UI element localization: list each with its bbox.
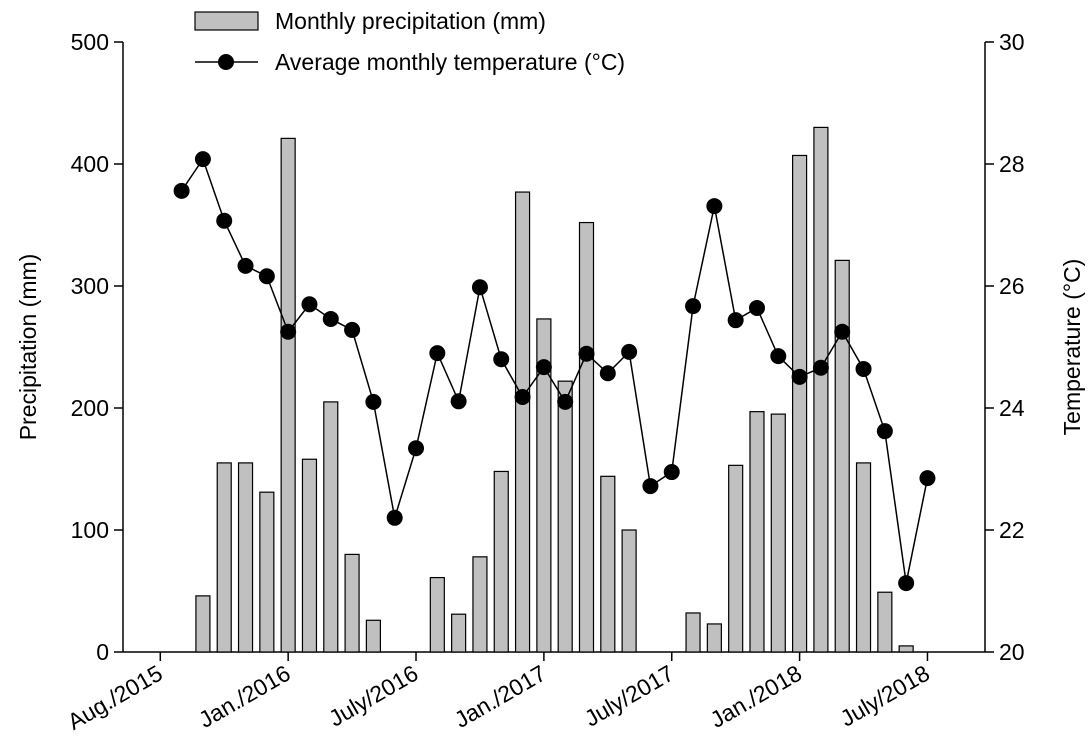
bar (834, 259, 850, 653)
bar (259, 491, 275, 653)
x-tick-label: July/2017 (580, 660, 678, 732)
marker (685, 298, 702, 315)
bar (472, 556, 488, 653)
y-axis-label: Precipitation (mm) (15, 254, 41, 441)
marker (621, 343, 638, 360)
x-tick-label: July/2016 (324, 660, 422, 732)
bar (557, 380, 573, 653)
y2-axis-label: Temperature (°C) (1059, 259, 1085, 436)
bar (600, 475, 616, 653)
marker (812, 359, 829, 376)
marker (514, 389, 531, 406)
marker (855, 360, 872, 377)
bar (344, 553, 360, 653)
legend-label: Monthly precipitation (mm) (275, 8, 546, 34)
marker (471, 279, 488, 296)
marker (429, 345, 446, 362)
bar (706, 623, 722, 653)
marker (770, 348, 787, 365)
marker (344, 321, 361, 338)
marker (194, 151, 211, 168)
marker (599, 365, 616, 382)
legend-label: Average monthly temperature (°C) (275, 49, 625, 75)
x-tick-label: Jan./2018 (706, 660, 806, 733)
bar (770, 413, 786, 653)
bar (493, 470, 509, 653)
bar (514, 191, 531, 653)
y2-tick-label: 24 (999, 395, 1025, 421)
x-tick-label: Aug./2015 (63, 660, 167, 735)
marker (365, 393, 382, 410)
bar (323, 401, 339, 653)
marker (280, 323, 297, 340)
bar (728, 464, 744, 653)
bar (365, 619, 381, 653)
bar (813, 126, 829, 653)
bar (898, 645, 914, 653)
marker (386, 509, 403, 526)
bar (429, 576, 445, 653)
y-tick-label: 200 (71, 395, 109, 421)
marker (258, 268, 275, 285)
marker (706, 198, 723, 215)
marker (408, 440, 425, 457)
y-tick-label: 300 (71, 273, 109, 299)
bar (195, 595, 211, 653)
bar (237, 462, 254, 653)
marker (919, 470, 936, 487)
marker (834, 323, 851, 340)
marker (727, 312, 744, 329)
marker (535, 359, 552, 376)
marker (173, 182, 190, 199)
bar (685, 612, 701, 653)
marker (748, 299, 765, 316)
y-tick-label: 400 (71, 151, 109, 177)
x-tick-label: Jan./2017 (450, 660, 550, 733)
marker (876, 423, 893, 440)
x-tick-label: Jan./2016 (194, 660, 294, 733)
marker (642, 478, 659, 495)
y2-tick-label: 22 (999, 517, 1025, 543)
bar (536, 318, 552, 653)
bar (451, 613, 467, 653)
y2-tick-label: 26 (999, 273, 1025, 299)
legend-swatch (218, 54, 234, 70)
bar (749, 411, 765, 653)
bar (216, 462, 232, 653)
bar (792, 154, 808, 653)
marker (578, 345, 595, 362)
y2-tick-label: 20 (999, 639, 1025, 665)
bar (280, 137, 296, 653)
marker (237, 257, 254, 274)
y-tick-label: 0 (96, 639, 109, 665)
bar (621, 529, 637, 653)
bar (877, 591, 893, 653)
marker (493, 351, 510, 368)
marker (216, 212, 233, 229)
legend-swatch (194, 11, 259, 31)
marker (322, 310, 339, 327)
y2-tick-label: 28 (999, 151, 1025, 177)
x-tick-label: July/2018 (836, 660, 934, 732)
bar (578, 221, 595, 653)
y2-tick-label: 30 (999, 29, 1025, 55)
y-tick-label: 100 (71, 517, 109, 543)
marker (663, 464, 680, 481)
marker (301, 296, 318, 313)
marker (898, 575, 915, 592)
marker (557, 393, 574, 410)
bar (855, 462, 872, 653)
bar (301, 458, 318, 653)
marker (791, 368, 808, 385)
y-tick-label: 500 (71, 29, 109, 55)
marker (450, 393, 467, 410)
